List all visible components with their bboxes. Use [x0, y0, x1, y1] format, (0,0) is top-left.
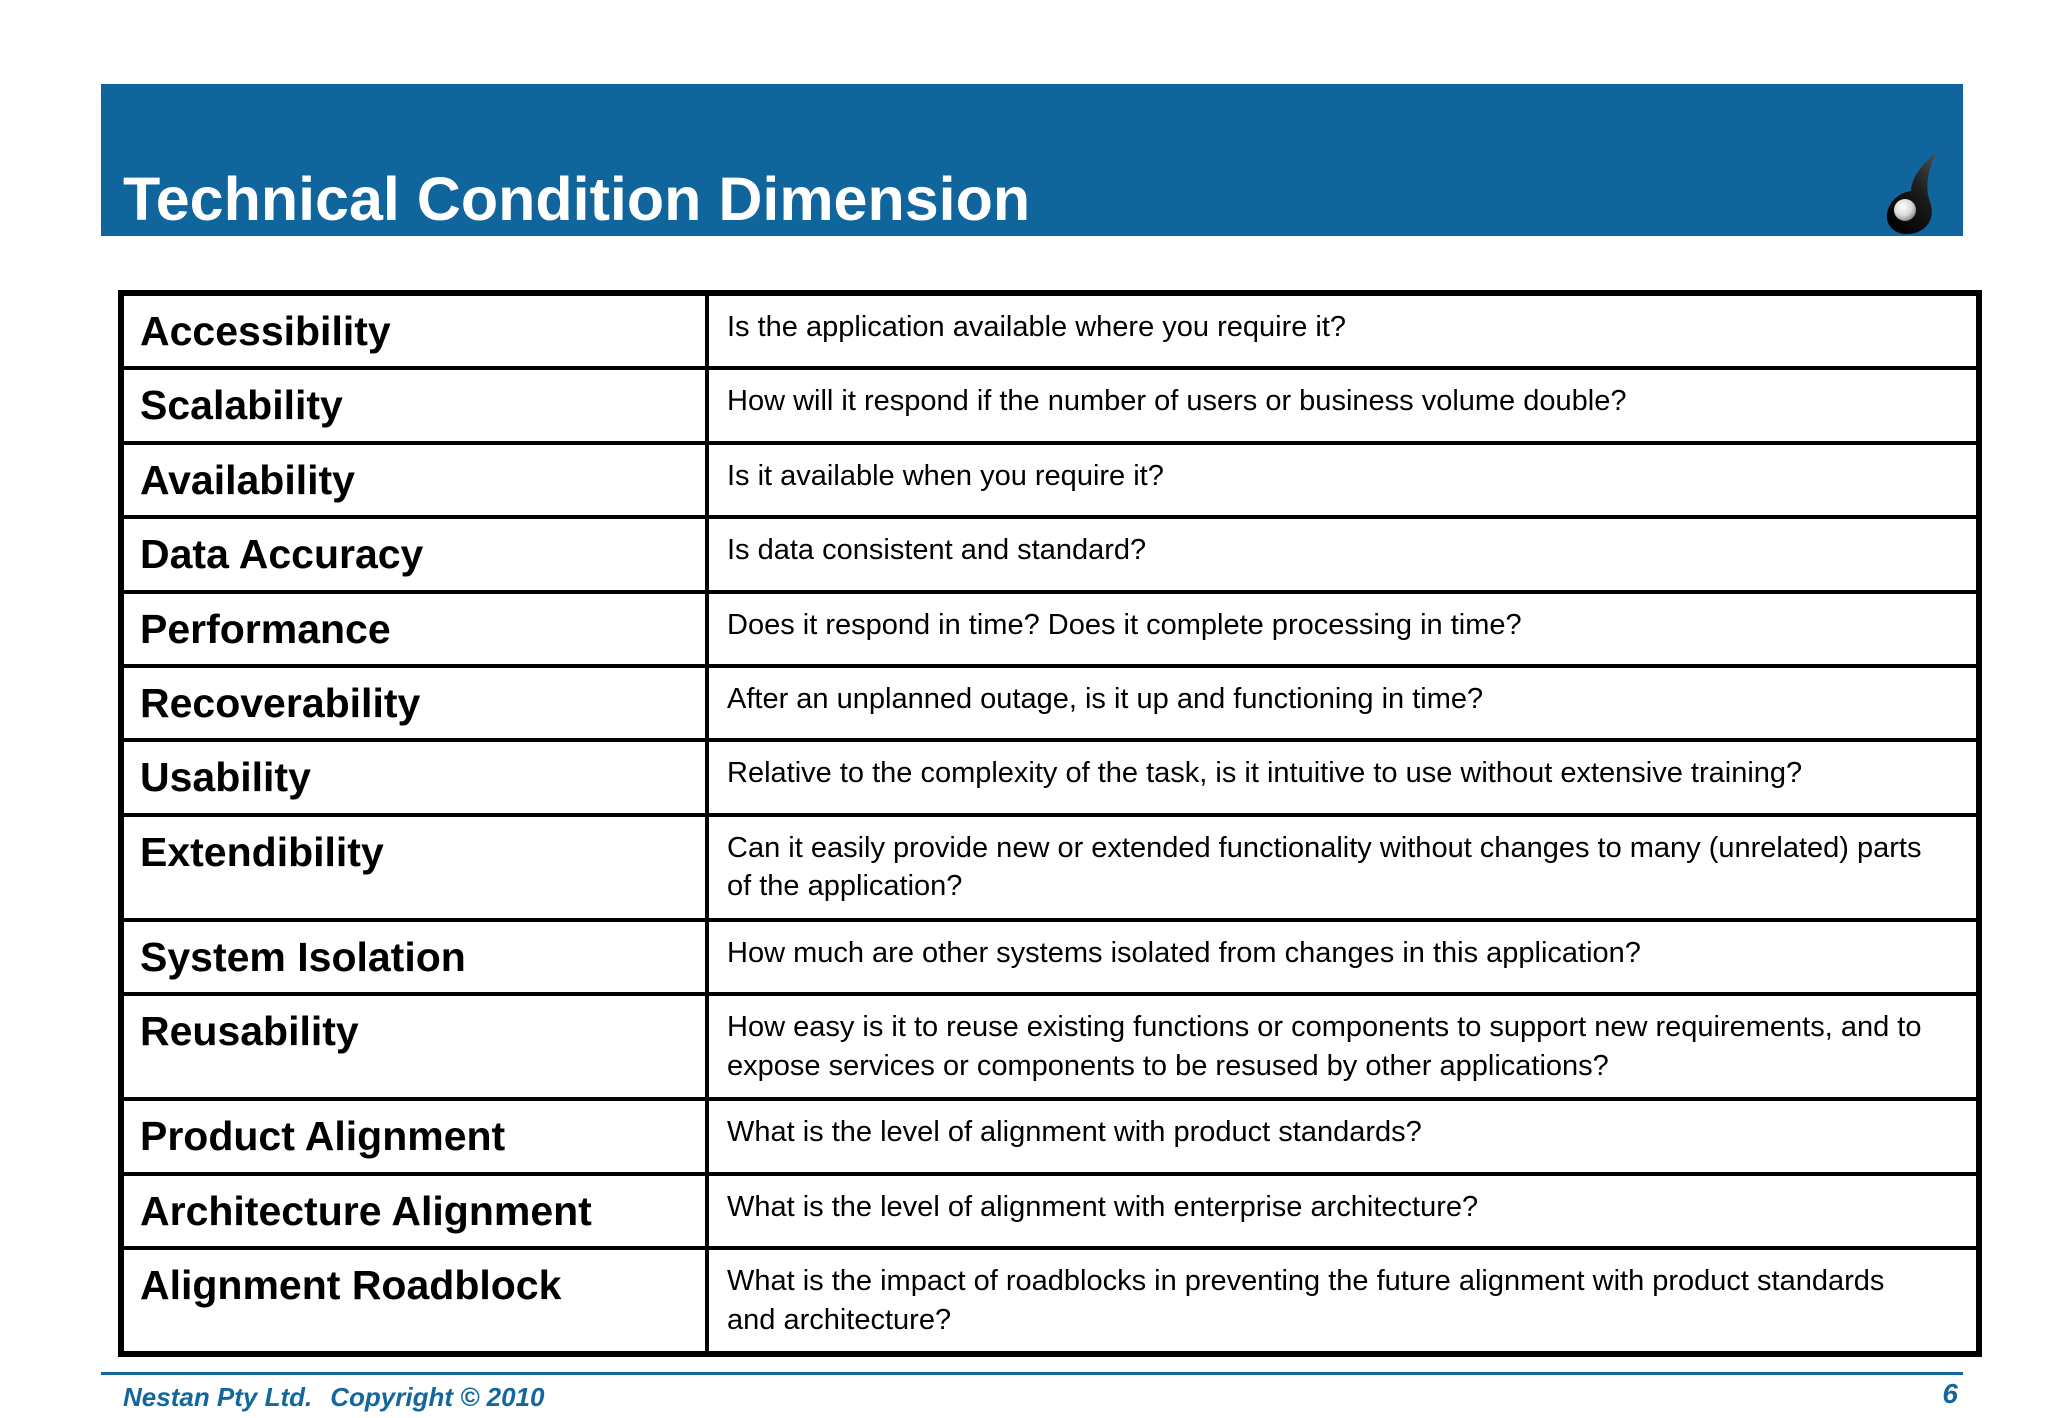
dimension-term-cell: Data Accuracy [119, 515, 709, 594]
table-row: Recoverability After an unplanned outage,… [119, 663, 1981, 743]
dimension-question-cell: What is the level of alignment with prod… [705, 1097, 1981, 1176]
table-row: System Isolation How much are other syste… [119, 917, 1981, 997]
dimension-term-cell: Recoverability [119, 663, 709, 743]
dimension-question-cell: Relative to the complexity of the task, … [705, 738, 1981, 817]
dimension-term-cell: Scalability [119, 366, 709, 445]
copyright-text: Copyright © 2010 [330, 1382, 545, 1412]
table-row: Data Accuracy Is data consistent and stan… [119, 515, 1981, 594]
table-row: Product Alignment What is the level of al… [119, 1097, 1981, 1176]
dimension-table-body: Accessibility Is the application availabl… [119, 290, 1981, 1357]
table-row: Alignment Roadblock What is the impact of… [119, 1245, 1981, 1357]
dimension-question-cell: Is data consistent and standard? [705, 515, 1981, 594]
dimension-term-cell: Availability [119, 440, 709, 520]
dimension-term-cell: System Isolation [119, 917, 709, 997]
dimension-question-cell: What is the level of alignment with ente… [705, 1171, 1981, 1251]
dimension-question-cell: Is it available when you require it? [705, 440, 1981, 520]
dimension-table: Accessibility Is the application availabl… [118, 290, 1982, 1358]
dimension-term-cell: Architecture Alignment [119, 1171, 709, 1251]
company-name: Nestan Pty Ltd. [123, 1382, 313, 1412]
dimension-term-cell: Usability [119, 738, 709, 817]
dimension-question-cell: How will it respond if the number of use… [705, 366, 1981, 445]
dimension-question-cell: Is the application available where you r… [705, 290, 1981, 371]
dimension-term-cell: Performance [119, 589, 709, 668]
table-row: Performance Does it respond in time? Does… [119, 589, 1981, 668]
dimension-question-cell: Can it easily provide new or extended fu… [705, 812, 1981, 922]
slide-title: Technical Condition Dimension [123, 165, 1031, 233]
nestan-comma-logo-icon [1886, 151, 1937, 234]
dimension-question-cell: What is the impact of roadblocks in prev… [705, 1245, 1981, 1357]
table-row: Availability Is it available when you req… [119, 440, 1981, 520]
table-row: Extendibility Can it easily provide new o… [119, 812, 1981, 922]
table-row: Reusability How easy is it to reuse exist… [119, 992, 1981, 1102]
dimension-question-cell: How easy is it to reuse existing functio… [705, 992, 1981, 1102]
dimension-term-cell: Product Alignment [119, 1097, 709, 1176]
dimension-term-cell: Alignment Roadblock [119, 1245, 709, 1357]
dimension-term-cell: Accessibility [119, 290, 709, 371]
table-row: Usability Relative to the complexity of t… [119, 738, 1981, 817]
table-row: Accessibility Is the application availabl… [119, 290, 1981, 371]
dimension-question-cell: How much are other systems isolated from… [705, 917, 1981, 997]
dimension-question-cell: Does it respond in time? Does it complet… [705, 589, 1981, 668]
dimension-term-cell: Reusability [119, 992, 709, 1102]
dimension-question-cell: After an unplanned outage, is it up and … [705, 663, 1981, 743]
dimension-term-cell: Extendibility [119, 812, 709, 922]
table-row: Scalability How will it respond if the nu… [119, 366, 1981, 445]
page-number: 6 [1942, 1378, 1958, 1409]
title-bar: Technical Condition Dimension [101, 84, 1963, 236]
footer-copyright: Nestan Pty Ltd. Copyright © 2010 [123, 1382, 544, 1413]
footer-divider [101, 1372, 1963, 1375]
table-row: Architecture Alignment What is the level … [119, 1171, 1981, 1251]
